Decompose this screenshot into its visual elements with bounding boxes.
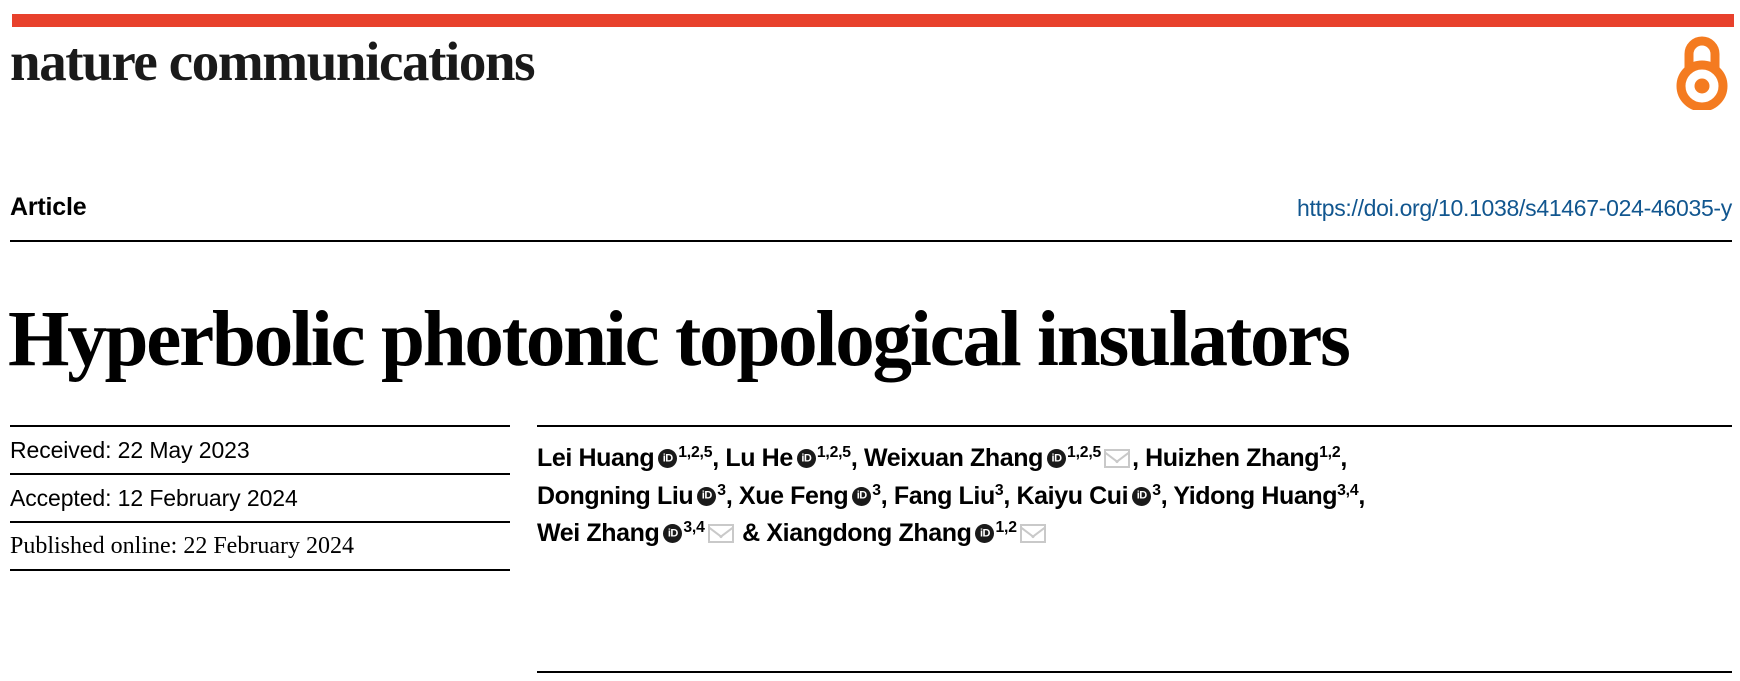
- author-separator: ,: [1132, 444, 1146, 472]
- author-line: Lei Huang 1,2,5, Lu He 1,2,5, Weixuan Zhan…: [537, 440, 1732, 478]
- affiliation-marker: 1,2,5: [816, 443, 851, 461]
- orcid-icon[interactable]: [796, 449, 816, 468]
- divider-above-title: [10, 240, 1732, 242]
- author-name[interactable]: Xue Feng: [738, 481, 849, 510]
- affiliation-marker: 1,2,5: [678, 443, 713, 461]
- affiliation-marker: 3,4: [1337, 481, 1359, 499]
- journal-masthead: nature communications: [10, 31, 536, 92]
- author-separator: ,: [850, 444, 864, 472]
- author-entry: Huizhen Zhang1,2,: [1145, 444, 1347, 472]
- author-entry: Dongning Liu 3,: [537, 481, 739, 510]
- publication-dates: Received: 22 May 2023 Accepted: 12 Febru…: [10, 425, 510, 571]
- author-name[interactable]: Lei Huang: [537, 444, 655, 472]
- author-entry: Wei Zhang 3,4 &: [537, 519, 766, 547]
- corresponding-author-email-icon[interactable]: [707, 524, 734, 543]
- author-separator: ,: [1340, 444, 1347, 472]
- affiliation-marker: 1,2: [995, 518, 1017, 536]
- author-name[interactable]: Weixuan Zhang: [863, 444, 1044, 472]
- author-name[interactable]: Wei Zhang: [537, 519, 660, 547]
- affiliation-marker: 1,2,5: [1067, 443, 1102, 461]
- affiliation-marker: 3: [872, 481, 881, 499]
- affiliation-marker: 3: [1152, 481, 1161, 499]
- author-entry: Xue Feng 3,: [738, 481, 894, 510]
- date-accepted: Accepted: 12 February 2024: [10, 473, 510, 521]
- author-name[interactable]: Yidong Huang: [1173, 481, 1338, 510]
- date-received: Received: 22 May 2023: [10, 425, 510, 473]
- affiliation-marker: 3: [994, 481, 1004, 499]
- affiliation-marker: 3: [717, 481, 726, 499]
- journal-brand-bar: [12, 14, 1734, 27]
- author-separator: &: [735, 519, 767, 547]
- author-separator: ,: [712, 444, 726, 472]
- orcid-icon[interactable]: [1132, 486, 1152, 506]
- author-entry: Yidong Huang3,4,: [1173, 481, 1365, 510]
- author-name[interactable]: Kaiyu Cui: [1016, 481, 1129, 510]
- author-name[interactable]: Lu He: [725, 444, 793, 472]
- author-separator: ,: [880, 481, 894, 510]
- orcid-icon[interactable]: [658, 449, 678, 468]
- author-entry: Lu He 1,2,5,: [725, 444, 864, 472]
- page-title: Hyperbolic photonic topological insulato…: [8, 295, 1351, 383]
- author-entry: Weixuan Zhang 1,2,5,: [864, 444, 1145, 472]
- date-published-online: Published online: 22 February 2024: [10, 521, 510, 571]
- author-line: Wei Zhang 3,4 & Xiangdong Zhang 1,2: [537, 515, 1732, 553]
- author-list: Lei Huang 1,2,5, Lu He 1,2,5, Weixuan Zhan…: [537, 425, 1732, 553]
- author-name[interactable]: Fang Liu: [893, 481, 995, 510]
- orcid-icon[interactable]: [697, 486, 717, 506]
- author-entry: Kaiyu Cui 3,: [1016, 481, 1174, 510]
- divider-below-authors: [537, 671, 1732, 673]
- orcid-icon[interactable]: [1047, 449, 1067, 468]
- divider-above-authors: [537, 425, 1732, 427]
- author-line: Dongning Liu3, Xue Feng3, Fang Liu3, Kai…: [537, 478, 1732, 516]
- open-access-lock-icon: [1672, 34, 1732, 112]
- article-meta-row: Article https://doi.org/10.1038/s41467-0…: [10, 193, 1732, 233]
- author-name[interactable]: Xiangdong Zhang: [766, 519, 972, 547]
- doi-link[interactable]: https://doi.org/10.1038/s41467-024-46035…: [1297, 195, 1732, 221]
- orcid-icon[interactable]: [852, 486, 872, 506]
- author-entry: Fang Liu3,: [893, 481, 1017, 510]
- corresponding-author-email-icon[interactable]: [1019, 524, 1046, 543]
- affiliation-marker: 3,4: [683, 518, 705, 536]
- author-separator: ,: [1160, 481, 1174, 510]
- corresponding-author-email-icon[interactable]: [1104, 449, 1131, 468]
- author-name[interactable]: Huizhen Zhang: [1145, 444, 1320, 472]
- orcid-icon[interactable]: [975, 524, 995, 543]
- orcid-icon[interactable]: [663, 524, 683, 543]
- author-entry: Xiangdong Zhang 1,2: [766, 519, 1047, 547]
- affiliation-marker: 1,2: [1319, 443, 1341, 461]
- author-separator: ,: [725, 481, 739, 510]
- author-names: Lei Huang 1,2,5, Lu He 1,2,5, Weixuan Zhan…: [537, 427, 1732, 553]
- author-entry: Lei Huang 1,2,5,: [537, 444, 725, 472]
- author-separator: ,: [1003, 481, 1017, 510]
- author-separator: ,: [1358, 481, 1365, 510]
- article-type-label: Article: [10, 193, 87, 221]
- author-name[interactable]: Dongning Liu: [537, 481, 694, 510]
